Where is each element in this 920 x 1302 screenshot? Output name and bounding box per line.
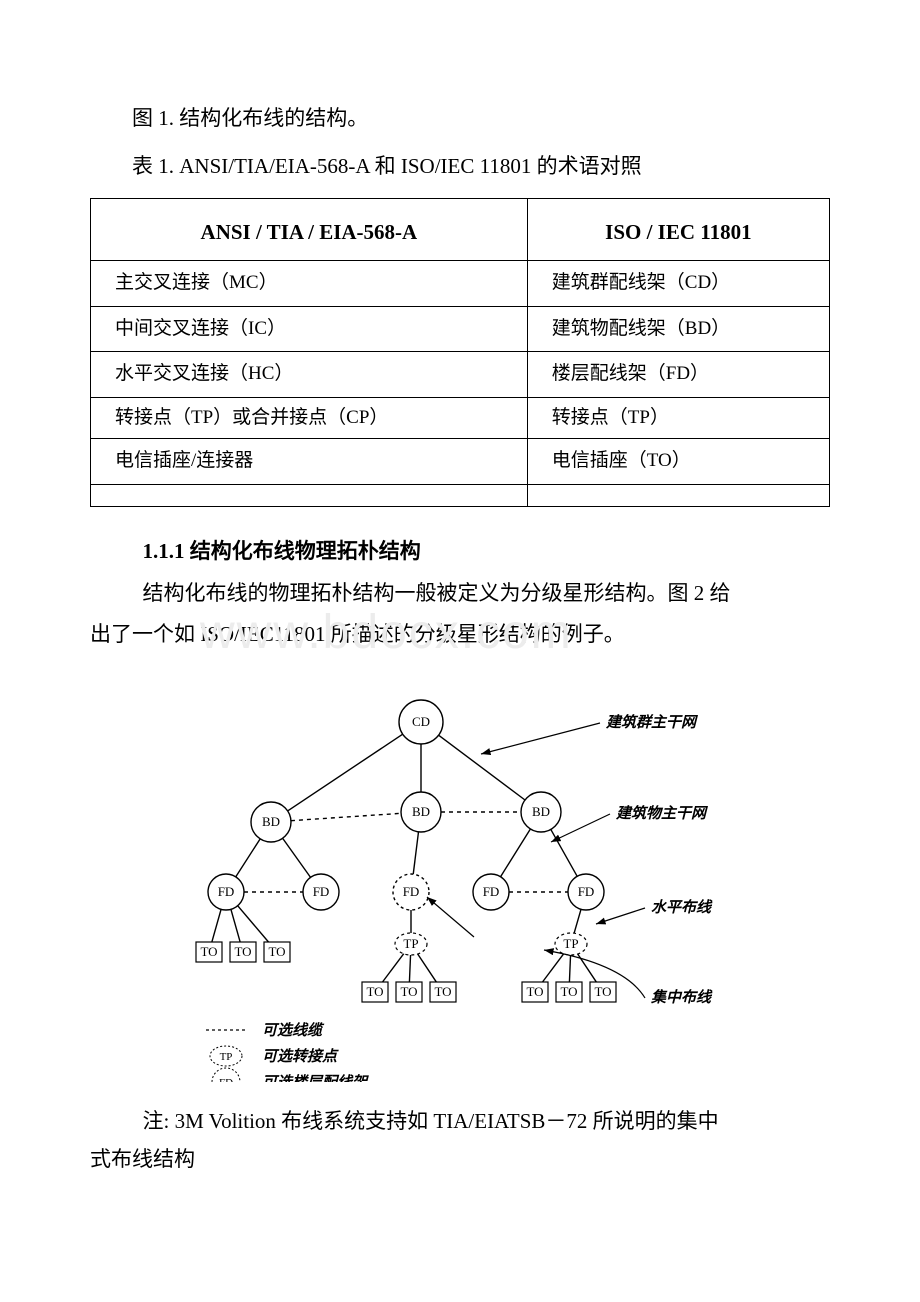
svg-text:TO: TO [526, 984, 543, 999]
svg-text:可选楼层配线架: 可选楼层配线架 [262, 1074, 369, 1082]
svg-text:BD: BD [262, 814, 280, 829]
svg-text:TO: TO [234, 944, 251, 959]
svg-text:TO: TO [200, 944, 217, 959]
table-cell: 转接点（TP）或合并接点（CP） [91, 397, 528, 439]
svg-text:BD: BD [532, 804, 550, 819]
svg-text:可选线缆: 可选线缆 [262, 1022, 325, 1039]
svg-text:TO: TO [366, 984, 383, 999]
svg-text:FD: FD [403, 884, 420, 899]
table-header-ansi: ANSI / TIA / EIA-568-A [91, 198, 528, 261]
table1-caption: 表 1. ANSI/TIA/EIA-568-A 和 ISO/IEC 11801 … [90, 148, 830, 186]
svg-text:FD: FD [483, 884, 500, 899]
table-row: 转接点（TP）或合并接点（CP）转接点（TP） [91, 397, 830, 439]
table-row: 主交叉连接（MC）建筑群配线架（CD） [91, 261, 830, 307]
table-cell: 主交叉连接（MC） [91, 261, 528, 307]
svg-text:CD: CD [412, 714, 430, 729]
table-cell: 转接点（TP） [527, 397, 829, 439]
section-heading: 1.1.1 结构化布线物理拓朴结构 [90, 535, 830, 565]
svg-text:水平布线: 水平布线 [651, 899, 713, 916]
topology-diagram: CD BD BD BD FD FD FD FD FD TP TP TO TO TO TO TO TO TO TO TO… [146, 682, 830, 1087]
table-cell: 水平交叉连接（HC） [91, 352, 528, 398]
table-row: 水平交叉连接（HC）楼层配线架（FD） [91, 352, 830, 398]
svg-text:TP: TP [220, 1051, 233, 1063]
table-row: 中间交叉连接（IC）建筑物配线架（BD） [91, 306, 830, 352]
table-cell: 楼层配线架（FD） [527, 352, 829, 398]
table-cell: 电信插座/连接器 [91, 439, 528, 485]
svg-text:集中布线: 集中布线 [650, 989, 713, 1006]
svg-text:TP: TP [563, 936, 578, 951]
svg-text:BD: BD [412, 804, 430, 819]
terminology-table: ANSI / TIA / EIA-568-A ISO / IEC 11801 主… [90, 198, 830, 507]
svg-text:建筑物主干网: 建筑物主干网 [615, 804, 709, 822]
svg-text:TO: TO [594, 984, 611, 999]
table-cell: 中间交叉连接（IC） [91, 306, 528, 352]
svg-text:TO: TO [400, 984, 417, 999]
svg-text:TP: TP [403, 936, 418, 951]
table-cell: 电信插座（TO） [527, 439, 829, 485]
svg-text:FD: FD [578, 884, 595, 899]
svg-text:建筑群主干网: 建筑群主干网 [605, 713, 699, 731]
figure1-caption: 图 1. 结构化布线的结构。 [90, 100, 830, 138]
footnote-line2: 式布线结构 [90, 1141, 830, 1179]
footnote-line1: 注: 3M Volition 布线系统支持如 TIA/EIATSB－72 所说明… [90, 1103, 830, 1141]
svg-text:FD: FD [219, 1077, 233, 1082]
table-header-iso: ISO / IEC 11801 [527, 198, 829, 261]
svg-text:FD: FD [218, 884, 235, 899]
svg-text:可选转接点: 可选转接点 [262, 1048, 339, 1065]
table-row: 电信插座/连接器电信插座（TO） [91, 439, 830, 485]
svg-text:TO: TO [560, 984, 577, 999]
watermark: www.bdocx.com [200, 605, 573, 660]
svg-text:FD: FD [313, 884, 330, 899]
svg-text:TO: TO [434, 984, 451, 999]
table-cell: 建筑群配线架（CD） [527, 261, 829, 307]
table-row-empty [91, 484, 830, 506]
svg-text:TO: TO [268, 944, 285, 959]
table-cell: 建筑物配线架（BD） [527, 306, 829, 352]
